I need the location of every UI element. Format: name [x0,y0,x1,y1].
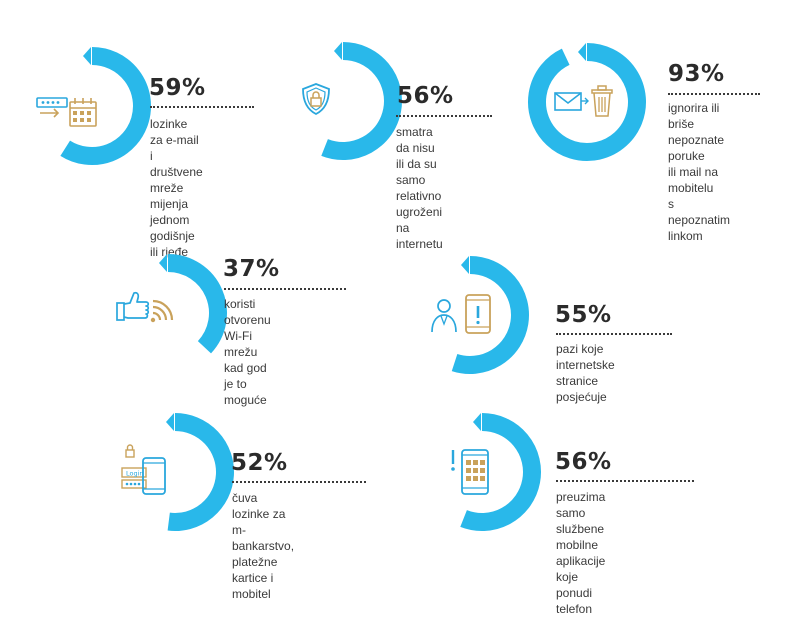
percentage-ring [115,412,235,532]
percentage-value: 37% [223,256,280,282]
ring-arc [460,413,541,531]
mail-trash-icon [554,84,616,118]
ring-arc [60,47,151,165]
ring-arc [321,42,402,160]
percentage-value: 93% [668,61,725,87]
thumbs-up-wifi-icon [116,290,174,324]
percentage-ring [283,41,403,161]
dotted-separator [232,481,366,483]
percentage-value: 56% [555,449,612,475]
percentage-ring [422,412,542,532]
ring-svg [321,42,402,160]
ring-arc [167,413,234,531]
user-phone-alert-icon [430,294,494,334]
stat-description: preuzima samo službene mobilne aplikacij… [556,490,606,616]
ring-svg [528,43,646,161]
ring-pointer [166,413,174,431]
dotted-separator [396,115,492,117]
ring-pointer [83,47,91,65]
shield-lock-icon [301,82,331,116]
ring-arc [167,254,227,354]
percentage-ring [410,255,530,375]
ring-pointer [578,43,586,61]
ring-svg [60,47,151,165]
ring-arc [451,256,529,374]
stat-description: pazi koje internetske stranice posjećuje [556,342,615,404]
percentage-value: 56% [397,83,454,109]
dotted-separator [668,93,760,95]
ring-pointer [159,254,167,272]
login-phone-icon: Login [121,444,171,496]
svg-text:Login: Login [126,470,144,478]
stat-description: ignorira ili briše nepoznate poruke ili … [668,101,731,243]
ring-pointer [473,413,481,431]
stat-description: smatra da nisu ili da su samo relativno … [396,125,443,251]
percentage-value: 52% [231,450,288,476]
dotted-separator [556,480,694,482]
phone-apps-alert-icon [442,448,496,496]
stat-description: čuva lozinke za m-bankarstvo, platežne k… [232,491,295,601]
percentage-ring [32,46,152,166]
dotted-separator [556,333,672,335]
percentage-value: 55% [555,302,612,328]
ring-pointer [461,256,469,274]
ring-svg [159,254,227,354]
ring-arc [528,43,646,161]
stat-description: lozinke za e-mail i društvene mreže mije… [150,117,203,259]
percentage-value: 59% [149,75,206,101]
ring-svg [451,256,529,374]
percentage-ring [108,253,228,373]
ring-svg [166,413,234,531]
ring-pointer [334,42,342,60]
percentage-ring [527,42,647,162]
dotted-separator [224,288,346,290]
stat-description: koristi otvorenu Wi-Fi mrežu kad god je … [224,297,271,407]
dotted-separator [150,106,254,108]
password-calendar-icon [36,94,100,128]
ring-svg [460,413,541,531]
